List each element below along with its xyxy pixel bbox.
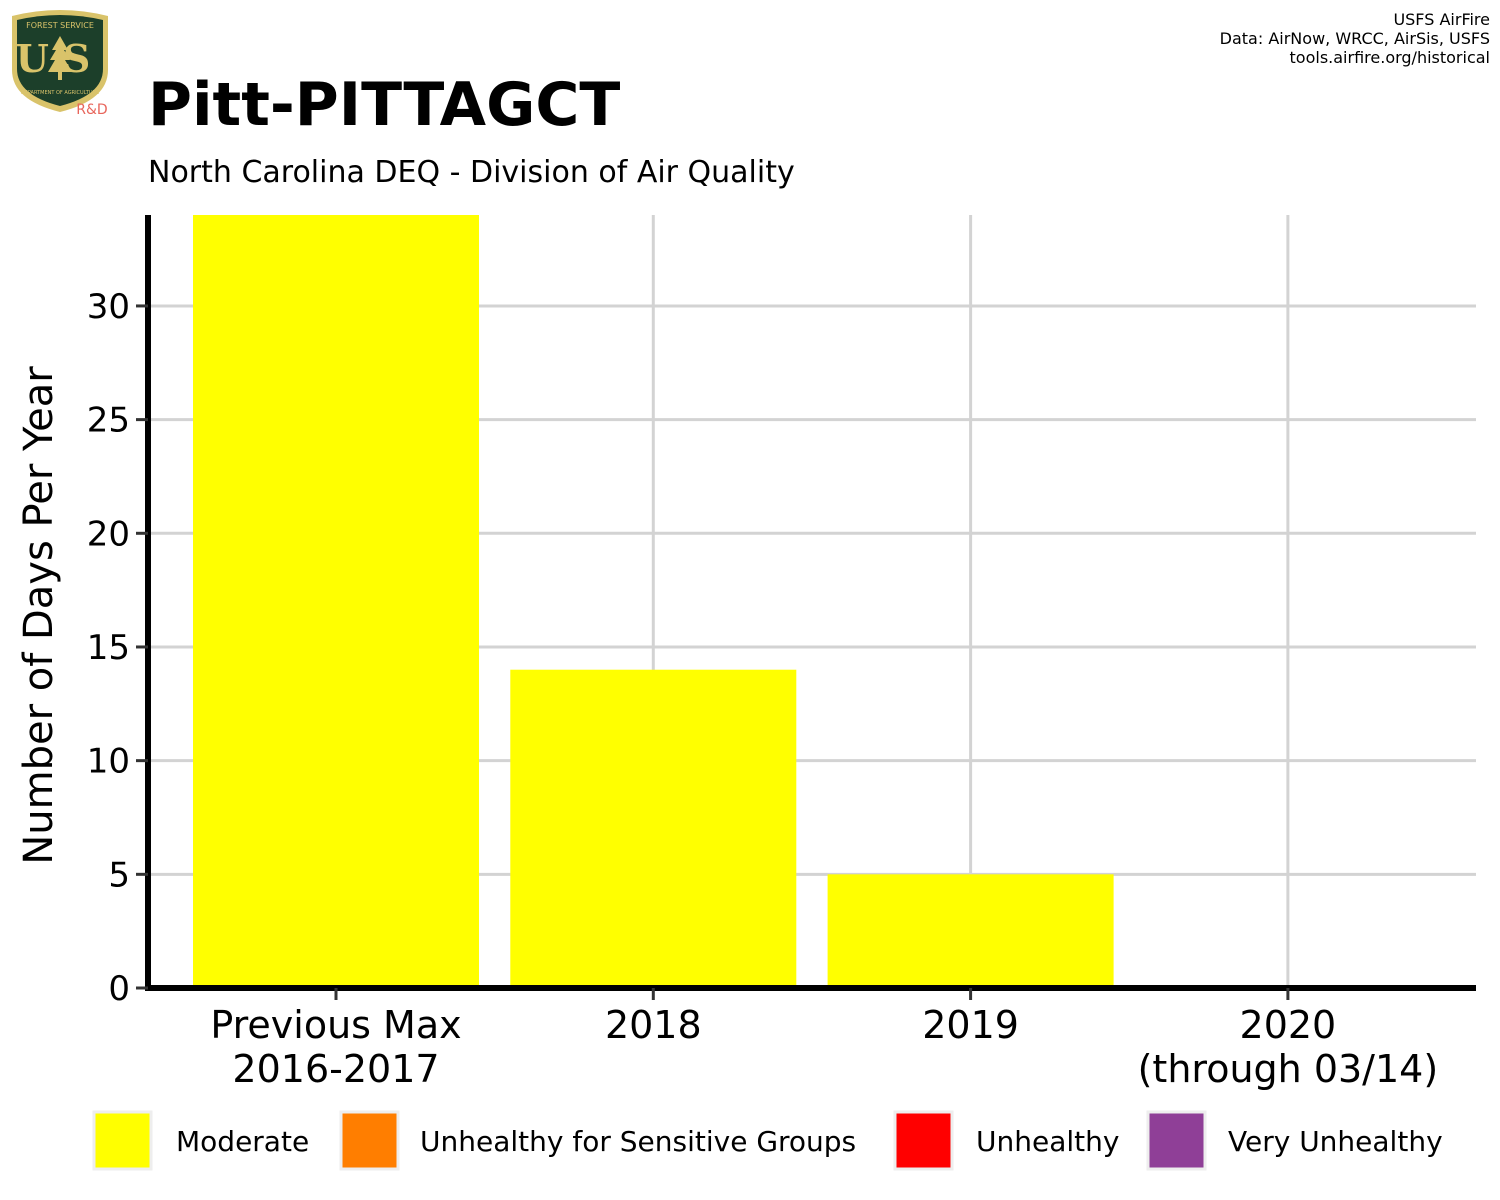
credit-line-1: USFS AirFire — [1393, 10, 1490, 29]
bar — [510, 669, 797, 988]
legend-label: Unhealthy for Sensitive Groups — [420, 1125, 856, 1158]
credit-line-3: tools.airfire.org/historical — [1289, 48, 1490, 67]
credit-line-2: Data: AirNow, WRCC, AirSis, USFS — [1219, 29, 1490, 48]
y-tick-label: 5 — [108, 855, 130, 895]
chart-subtitle: North Carolina DEQ - Division of Air Qua… — [148, 155, 795, 190]
bar — [193, 215, 479, 988]
legend-swatch — [92, 1110, 153, 1171]
y-tick-label: 30 — [87, 287, 130, 327]
y-tick-label: 10 — [87, 742, 130, 782]
forest-service-logo: FOREST SERVICE US DEPARTMENT OF AGRICULT… — [12, 10, 108, 118]
legend-swatch — [1146, 1110, 1207, 1171]
x-tick-label: Previous Max 2016-2017 — [210, 1003, 461, 1091]
y-tick-label: 15 — [87, 628, 130, 668]
logo-bottom-text: DEPARTMENT OF AGRICULTURE — [21, 90, 99, 96]
x-tick-label: 2019 — [922, 1003, 1019, 1047]
chart-title: Pitt-PITTAGCT — [148, 70, 621, 140]
legend-label: Very Unhealthy — [1228, 1125, 1443, 1158]
legend-swatch — [893, 1110, 954, 1171]
y-tick-label: 20 — [87, 514, 130, 554]
logo-top-text: FOREST SERVICE — [26, 21, 94, 30]
bar — [827, 874, 1114, 988]
tree-icon — [48, 36, 72, 80]
legend-label: Moderate — [176, 1125, 309, 1158]
y-axis-label: Number of Days Per Year — [16, 366, 62, 865]
y-tick-label: 0 — [108, 969, 130, 1009]
x-tick-label: 2020 (through 03/14) — [1138, 1003, 1439, 1091]
logo-rd: R&D — [76, 102, 107, 118]
credits: USFS AirFire Data: AirNow, WRCC, AirSis,… — [1220, 10, 1490, 67]
x-tick-label: 2018 — [605, 1003, 702, 1047]
legend-label: Unhealthy — [976, 1125, 1119, 1158]
legend-swatch — [339, 1110, 400, 1171]
y-tick-label: 25 — [87, 401, 130, 441]
